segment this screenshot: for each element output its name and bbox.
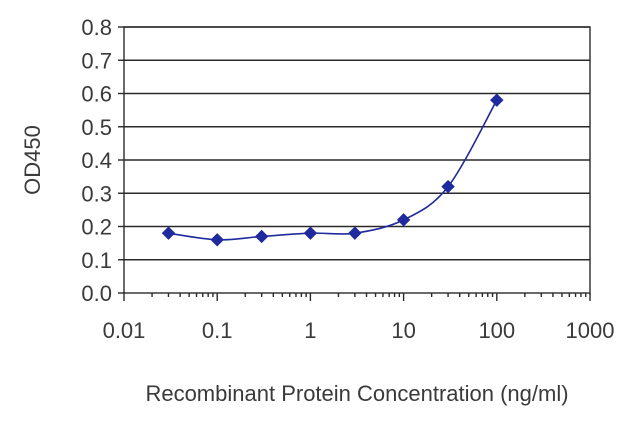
x-tick-label: 100 xyxy=(478,318,515,343)
y-tick-label: 0.2 xyxy=(81,215,112,240)
x-tick-labels: 0.01 0.1 1 10 100 1000 xyxy=(103,318,615,343)
data-series xyxy=(161,93,504,247)
data-point xyxy=(441,179,455,194)
y-tick-label: 0.6 xyxy=(81,82,112,107)
x-tick-label: 1000 xyxy=(566,318,615,343)
x-tick-label: 0.1 xyxy=(202,318,233,343)
data-point xyxy=(396,213,411,227)
axes xyxy=(118,26,591,301)
x-axis-title: Recombinant Protein Concentration (ng/ml… xyxy=(145,381,568,406)
y-tick-labels: 0.0 0.1 0.2 0.3 0.4 0.5 0.6 0.7 0.8 xyxy=(81,15,112,306)
x-tick-label: 1 xyxy=(304,318,316,343)
data-point xyxy=(210,233,224,247)
y-tick-label: 0.7 xyxy=(81,48,112,73)
data-point xyxy=(254,229,269,244)
y-tick-label: 0.1 xyxy=(81,248,112,273)
x-tick-label: 10 xyxy=(391,318,415,343)
y-tick-label: 0.0 xyxy=(81,281,112,306)
y-axis-title: OD450 xyxy=(20,125,45,195)
y-tick-label: 0.4 xyxy=(81,148,112,173)
x-tick-label: 0.01 xyxy=(103,318,146,343)
data-point xyxy=(161,226,176,240)
data-point xyxy=(303,226,318,240)
gridlines xyxy=(124,26,590,261)
y-tick-label: 0.5 xyxy=(81,115,112,140)
data-point xyxy=(490,93,504,107)
y-tick-label: 0.8 xyxy=(81,15,112,40)
y-tick-label: 0.3 xyxy=(81,181,112,206)
data-point xyxy=(348,226,362,240)
